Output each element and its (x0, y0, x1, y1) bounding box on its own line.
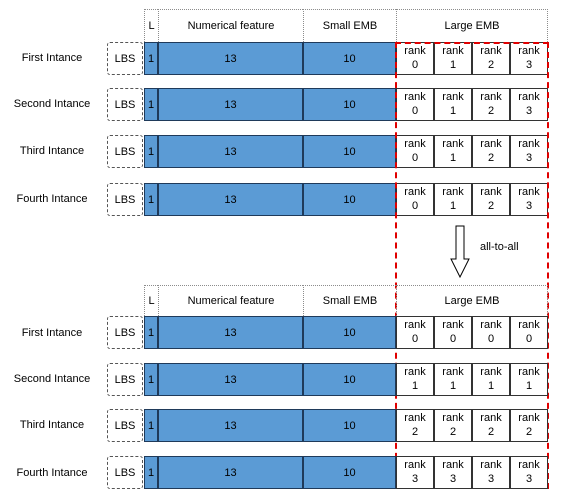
top-rank-cell: rank 2 (472, 135, 510, 168)
bottom-rank-cell: rank 2 (472, 409, 510, 442)
top-small-emb-cell-third: 10 (303, 135, 396, 168)
top-row-label-first: First Intance (21, 52, 83, 64)
bottom-row-label-second: Second Intance (13, 373, 91, 385)
top-rank-cell: rank 1 (434, 135, 472, 168)
bottom-rank-cell: rank 3 (434, 456, 472, 489)
bottom-lbs-fourth: LBS (107, 456, 143, 489)
top-small-emb-cell-second: 10 (303, 88, 396, 121)
arrow-label: all-to-all (480, 241, 519, 253)
top-rank-cell: rank 3 (510, 183, 548, 216)
top-rank-cell: rank 3 (510, 135, 548, 168)
bottom-rank-cell: rank 0 (396, 316, 434, 349)
bottom-l-cell-fourth: 1 (144, 456, 158, 489)
top-row-label-fourth: Fourth Intance (16, 193, 88, 205)
top-rank-cell: rank 0 (396, 135, 434, 168)
top-lbs-second: LBS (107, 88, 143, 121)
top-numerical-cell-fourth: 13 (158, 183, 303, 216)
top-header-large-emb: Large EMB (396, 9, 548, 42)
top-small-emb-cell-fourth: 10 (303, 183, 396, 216)
top-row-label-second: Second Intance (13, 98, 91, 110)
top-rank-cell: rank 2 (472, 183, 510, 216)
bottom-lbs-third: LBS (107, 409, 143, 442)
bottom-rank-cell: rank 3 (510, 456, 548, 489)
bottom-rank-cell: rank 1 (434, 363, 472, 396)
bottom-numerical-cell-third: 13 (158, 409, 303, 442)
bottom-small-emb-cell-first: 10 (303, 316, 396, 349)
bottom-l-cell-second: 1 (144, 363, 158, 396)
bottom-rank-cell: rank 3 (396, 456, 434, 489)
bottom-rank-cell: rank 0 (472, 316, 510, 349)
bottom-header-l: L (144, 285, 158, 316)
bottom-numerical-cell-fourth: 13 (158, 456, 303, 489)
bottom-numerical-cell-first: 13 (158, 316, 303, 349)
top-small-emb-cell-first: 10 (303, 42, 396, 75)
bottom-numerical-cell-second: 13 (158, 363, 303, 396)
top-numerical-cell-third: 13 (158, 135, 303, 168)
top-l-cell-fourth: 1 (144, 183, 158, 216)
top-rank-cell: rank 3 (510, 88, 548, 121)
top-numerical-cell-second: 13 (158, 88, 303, 121)
top-rank-cell: rank 0 (396, 42, 434, 75)
bottom-rank-cell: rank 0 (510, 316, 548, 349)
top-rank-cell: rank 2 (472, 42, 510, 75)
bottom-small-emb-cell-third: 10 (303, 409, 396, 442)
bottom-small-emb-cell-fourth: 10 (303, 456, 396, 489)
top-rank-cell: rank 2 (472, 88, 510, 121)
bottom-rank-cell: rank 1 (472, 363, 510, 396)
top-lbs-third: LBS (107, 135, 143, 168)
top-l-cell-third: 1 (144, 135, 158, 168)
bottom-small-emb-cell-second: 10 (303, 363, 396, 396)
top-rank-cell: rank 0 (396, 88, 434, 121)
bottom-header-large-emb: Large EMB (396, 285, 548, 316)
bottom-rank-cell: rank 3 (472, 456, 510, 489)
bottom-l-cell-first: 1 (144, 316, 158, 349)
bottom-row-label-fourth: Fourth Intance (16, 467, 88, 479)
bottom-rank-cell: rank 2 (510, 409, 548, 442)
top-l-cell-second: 1 (144, 88, 158, 121)
top-header-numerical: Numerical feature (158, 9, 303, 42)
bottom-rank-cell: rank 0 (434, 316, 472, 349)
bottom-rank-cell: rank 2 (396, 409, 434, 442)
top-lbs-fourth: LBS (107, 183, 143, 216)
down-arrow-icon (450, 225, 470, 279)
top-rank-cell: rank 3 (510, 42, 548, 75)
top-rank-cell: rank 1 (434, 42, 472, 75)
top-lbs-first: LBS (107, 42, 143, 75)
top-header-l: L (144, 9, 158, 42)
top-numerical-cell-first: 13 (158, 42, 303, 75)
bottom-header-numerical: Numerical feature (158, 285, 303, 316)
top-rank-cell: rank 0 (396, 183, 434, 216)
top-l-cell-first: 1 (144, 42, 158, 75)
bottom-lbs-second: LBS (107, 363, 143, 396)
bottom-rank-cell: rank 1 (510, 363, 548, 396)
bottom-l-cell-third: 1 (144, 409, 158, 442)
bottom-row-label-first: First Intance (21, 327, 83, 339)
top-header-small-emb: Small EMB (303, 9, 396, 42)
bottom-rank-cell: rank 1 (396, 363, 434, 396)
bottom-rank-cell: rank 2 (434, 409, 472, 442)
bottom-header-small-emb: Small EMB (303, 285, 396, 316)
top-rank-cell: rank 1 (434, 183, 472, 216)
top-rank-cell: rank 1 (434, 88, 472, 121)
bottom-lbs-first: LBS (107, 316, 143, 349)
bottom-row-label-third: Third Intance (19, 419, 85, 431)
top-row-label-third: Third Intance (19, 145, 85, 157)
